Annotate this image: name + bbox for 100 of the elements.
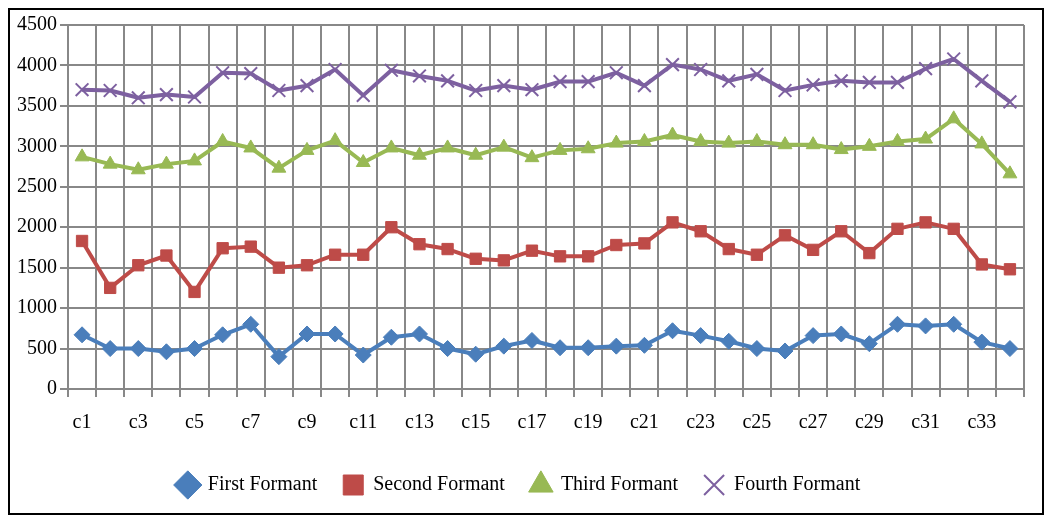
point xyxy=(861,137,877,151)
point xyxy=(777,83,793,98)
point xyxy=(721,73,737,89)
point xyxy=(722,242,735,256)
point xyxy=(635,336,653,354)
point xyxy=(861,75,877,90)
point xyxy=(272,261,286,274)
point xyxy=(412,68,427,84)
point xyxy=(160,249,173,262)
point xyxy=(579,339,597,357)
point xyxy=(104,281,117,295)
point xyxy=(580,74,596,89)
point xyxy=(945,315,963,333)
point xyxy=(946,51,962,67)
point xyxy=(467,345,485,363)
point xyxy=(74,82,90,98)
point xyxy=(778,229,792,242)
point xyxy=(129,340,147,358)
y-tick-label: 1000 xyxy=(17,295,57,318)
point xyxy=(832,325,850,343)
legend-label: Fourth Formant xyxy=(734,472,861,495)
point xyxy=(354,346,372,364)
point xyxy=(636,132,652,146)
point xyxy=(610,238,623,252)
point xyxy=(496,138,512,152)
point xyxy=(496,78,512,94)
point xyxy=(243,139,259,153)
point xyxy=(495,337,513,355)
x-tick-label: c11 xyxy=(349,410,378,433)
point xyxy=(693,132,709,146)
x-tick-label: c17 xyxy=(517,410,547,433)
point xyxy=(974,73,990,89)
legend-label: Second Formant xyxy=(373,472,506,495)
point xyxy=(552,141,568,155)
point xyxy=(890,75,905,90)
point xyxy=(524,82,540,98)
x-tick-label: c5 xyxy=(185,410,204,433)
point xyxy=(101,340,119,358)
point xyxy=(299,141,315,155)
point xyxy=(74,148,90,162)
x-tick-label: c31 xyxy=(911,410,941,433)
point xyxy=(863,246,876,260)
point xyxy=(917,317,935,335)
point xyxy=(973,333,991,351)
point xyxy=(777,136,793,150)
point xyxy=(355,154,371,168)
point xyxy=(439,340,457,358)
point xyxy=(440,73,455,89)
y-tick-label: 500 xyxy=(27,335,57,358)
point xyxy=(975,258,988,271)
point xyxy=(750,248,764,261)
point xyxy=(188,285,201,299)
point xyxy=(300,259,314,272)
point xyxy=(608,134,624,148)
point xyxy=(665,126,680,140)
x-tick-label: c21 xyxy=(629,410,659,433)
point xyxy=(833,73,849,89)
point xyxy=(638,237,651,250)
point xyxy=(187,89,202,105)
point xyxy=(637,78,652,94)
point xyxy=(355,88,371,103)
point xyxy=(694,225,707,238)
point xyxy=(158,155,174,169)
x-tick-label: c25 xyxy=(742,410,772,433)
x-tick-label: c7 xyxy=(241,410,261,433)
point xyxy=(664,322,682,340)
point xyxy=(270,348,288,366)
point xyxy=(243,66,259,81)
point xyxy=(748,340,766,358)
y-tick-label: 2500 xyxy=(17,174,57,197)
point xyxy=(440,139,456,153)
x-tick-label: c23 xyxy=(686,410,716,433)
point xyxy=(666,216,679,229)
point xyxy=(552,74,568,89)
point xyxy=(665,57,680,72)
point xyxy=(890,132,905,146)
point xyxy=(132,259,145,272)
point xyxy=(271,83,287,98)
point xyxy=(412,146,427,160)
point xyxy=(497,254,510,267)
y-tick-label: 4000 xyxy=(17,52,57,75)
point xyxy=(383,62,399,78)
x-tick-label: c9 xyxy=(297,410,317,433)
point xyxy=(385,221,398,234)
point xyxy=(919,216,932,229)
point xyxy=(413,238,426,251)
point xyxy=(468,146,484,160)
x-tick-label: c13 xyxy=(405,410,434,433)
x-tick-label: c1 xyxy=(72,410,92,433)
point xyxy=(749,132,765,146)
point xyxy=(383,139,399,153)
point xyxy=(102,155,118,169)
point xyxy=(328,248,342,261)
point xyxy=(860,335,878,353)
point xyxy=(186,340,204,358)
point xyxy=(749,66,765,82)
point xyxy=(805,136,821,150)
point xyxy=(271,159,287,173)
point xyxy=(357,248,370,261)
point xyxy=(721,134,737,148)
